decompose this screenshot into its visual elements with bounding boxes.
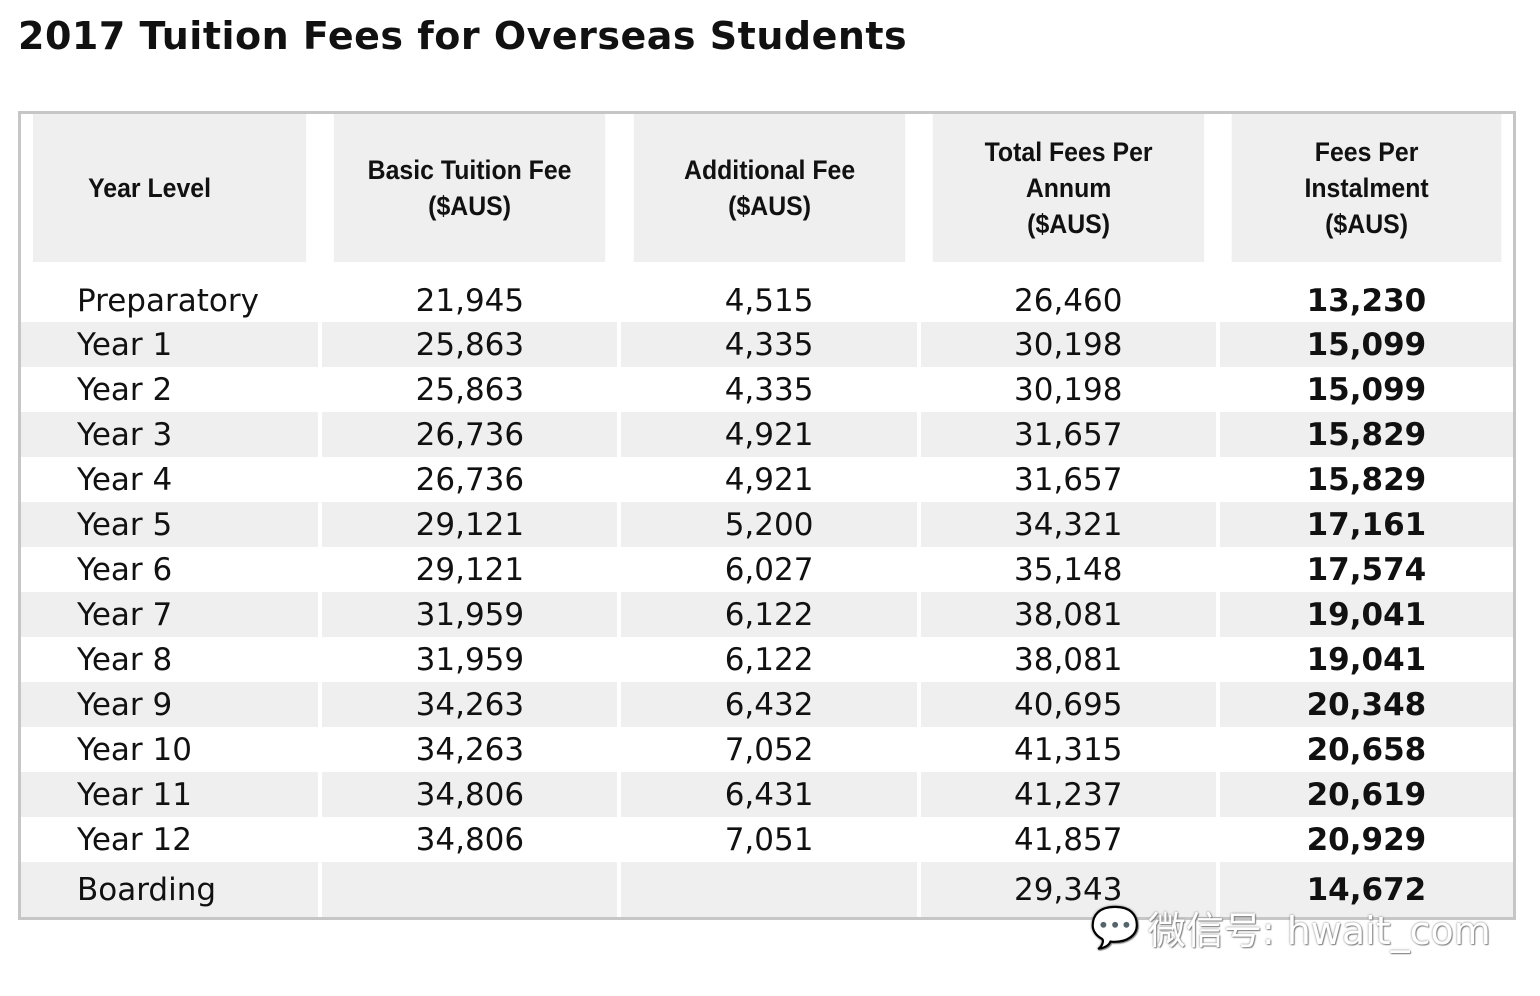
cell-additional-fee: 4,335: [724, 371, 814, 408]
cell-year-level: Year 9: [21, 682, 319, 727]
cell-basic-tuition: 34,263: [415, 731, 525, 768]
cell-additional-fee: 6,432: [621, 682, 917, 727]
cell-year-level: Year 4: [77, 461, 173, 498]
cell-additional-fee: 6,027: [724, 551, 814, 588]
table-row: Year 9 34,263 6,432 40,695 20,348: [21, 682, 1513, 727]
cell-fees-per-instalment: 15,829: [1306, 461, 1427, 498]
cell-additional-fee: 7,052: [724, 731, 814, 768]
cell-year-level: Year 3: [21, 412, 319, 457]
cell-additional-fee: [621, 862, 917, 917]
cell-year-level: Year 11: [21, 772, 319, 817]
cell-total-fees: 40,695: [920, 682, 1216, 727]
cell-total-fees: 34,321: [920, 502, 1216, 547]
table-row: Year 4 26,736 4,921 31,657 15,829: [21, 457, 1513, 502]
table-header-row: Year Level Basic Tuition Fee ($AUS) Addi…: [21, 114, 1513, 262]
cell-total-fees: 30,198: [1014, 371, 1123, 408]
header-year-level: Year Level: [32, 114, 307, 262]
table-row: Year 2 25,863 4,335 30,198 15,099: [21, 367, 1513, 412]
table-row: Year 6 29,121 6,027 35,148 17,574: [21, 547, 1513, 592]
cell-basic-tuition: 25,863: [322, 322, 618, 367]
cell-basic-tuition: 25,863: [415, 371, 525, 408]
table-row: Year 11 34,806 6,431 41,237 20,619: [21, 772, 1513, 817]
cell-total-fees: 41,857: [1014, 821, 1123, 858]
header-total-fees: Total Fees Per Annum ($AUS): [932, 114, 1205, 262]
cell-total-fees: 31,657: [920, 412, 1216, 457]
cell-fees-per-instalment: 14,672: [1219, 862, 1513, 917]
cell-additional-fee: 4,921: [621, 412, 917, 457]
cell-basic-tuition: 34,806: [415, 821, 525, 858]
cell-year-level: Year 10: [77, 731, 192, 768]
cell-additional-fee: 4,335: [621, 322, 917, 367]
cell-basic-tuition: 31,959: [415, 641, 525, 678]
cell-fees-per-instalment: 15,099: [1306, 371, 1427, 408]
cell-basic-tuition: 29,121: [415, 551, 525, 588]
cell-basic-tuition: [322, 862, 618, 917]
cell-basic-tuition: 26,736: [415, 461, 525, 498]
cell-basic-tuition: 26,736: [322, 412, 618, 457]
table-row: Year 5 29,121 5,200 34,321 17,161: [21, 502, 1513, 547]
cell-basic-tuition: 34,806: [322, 772, 618, 817]
table-row: Year 10 34,263 7,052 41,315 20,658: [21, 727, 1513, 772]
cell-total-fees: 31,657: [1014, 461, 1123, 498]
cell-additional-fee: 6,122: [724, 641, 814, 678]
cell-year-level: Preparatory: [77, 283, 259, 319]
cell-total-fees: 41,315: [1014, 731, 1123, 768]
table-row: Year 7 31,959 6,122 38,081 19,041: [21, 592, 1513, 637]
cell-total-fees: 26,460: [1014, 283, 1123, 319]
header-basic-tuition: Basic Tuition Fee ($AUS): [334, 114, 606, 262]
cell-additional-fee: 6,122: [621, 592, 917, 637]
cell-basic-tuition: 31,959: [322, 592, 618, 637]
cell-basic-tuition: 34,263: [322, 682, 618, 727]
cell-year-level: Year 5: [21, 502, 319, 547]
cell-total-fees: 30,198: [920, 322, 1216, 367]
cell-total-fees: 38,081: [920, 592, 1216, 637]
cell-fees-per-instalment: 20,619: [1219, 772, 1513, 817]
cell-fees-per-instalment: 20,929: [1306, 821, 1427, 858]
table-row: Year 3 26,736 4,921 31,657 15,829: [21, 412, 1513, 457]
cell-additional-fee: 6,431: [621, 772, 917, 817]
table-row: Preparatory 21,945 4,515 26,460 13,230: [21, 262, 1513, 322]
cell-fees-per-instalment: 17,161: [1219, 502, 1513, 547]
cell-total-fees: 38,081: [1014, 641, 1123, 678]
cell-year-level: Year 8: [77, 641, 173, 678]
table-row: Year 1 25,863 4,335 30,198 15,099: [21, 322, 1513, 367]
cell-basic-tuition: 29,121: [322, 502, 618, 547]
cell-fees-per-instalment: 20,658: [1306, 731, 1427, 768]
cell-fees-per-instalment: 19,041: [1219, 592, 1513, 637]
table-row: Year 12 34,806 7,051 41,857 20,929: [21, 817, 1513, 862]
cell-fees-per-instalment: 17,574: [1306, 551, 1427, 588]
cell-year-level: Year 7: [21, 592, 319, 637]
table-row: Year 8 31,959 6,122 38,081 19,041: [21, 637, 1513, 682]
page-title: 2017 Tuition Fees for Overseas Students: [18, 14, 908, 58]
cell-year-level: Year 2: [77, 371, 173, 408]
wechat-icon: 💬: [1090, 905, 1140, 951]
cell-fees-per-instalment: 13,230: [1306, 283, 1427, 319]
cell-additional-fee: 5,200: [621, 502, 917, 547]
cell-total-fees: 41,237: [920, 772, 1216, 817]
fees-table: Year Level Basic Tuition Fee ($AUS) Addi…: [18, 111, 1516, 920]
cell-additional-fee: 4,515: [724, 283, 814, 319]
cell-additional-fee: 7,051: [724, 821, 814, 858]
header-additional-fee: Additional Fee ($AUS): [633, 114, 905, 262]
cell-fees-per-instalment: 15,099: [1219, 322, 1513, 367]
cell-year-level: Year 12: [77, 821, 192, 858]
watermark: 💬 微信号: hwait_com: [1090, 905, 1491, 953]
table-row: Boarding 29,343 14,672: [21, 862, 1513, 917]
header-fees-per-instalment: Fees Per Instalment ($AUS): [1231, 114, 1502, 262]
cell-basic-tuition: 21,945: [415, 283, 525, 319]
cell-fees-per-instalment: 15,829: [1219, 412, 1513, 457]
cell-additional-fee: 4,921: [724, 461, 814, 498]
cell-fees-per-instalment: 20,348: [1219, 682, 1513, 727]
cell-year-level: Boarding: [21, 862, 319, 917]
cell-year-level: Year 1: [21, 322, 319, 367]
cell-year-level: Year 6: [77, 551, 173, 588]
cell-fees-per-instalment: 19,041: [1306, 641, 1427, 678]
cell-total-fees: 29,343: [920, 862, 1216, 917]
cell-total-fees: 35,148: [1014, 551, 1123, 588]
